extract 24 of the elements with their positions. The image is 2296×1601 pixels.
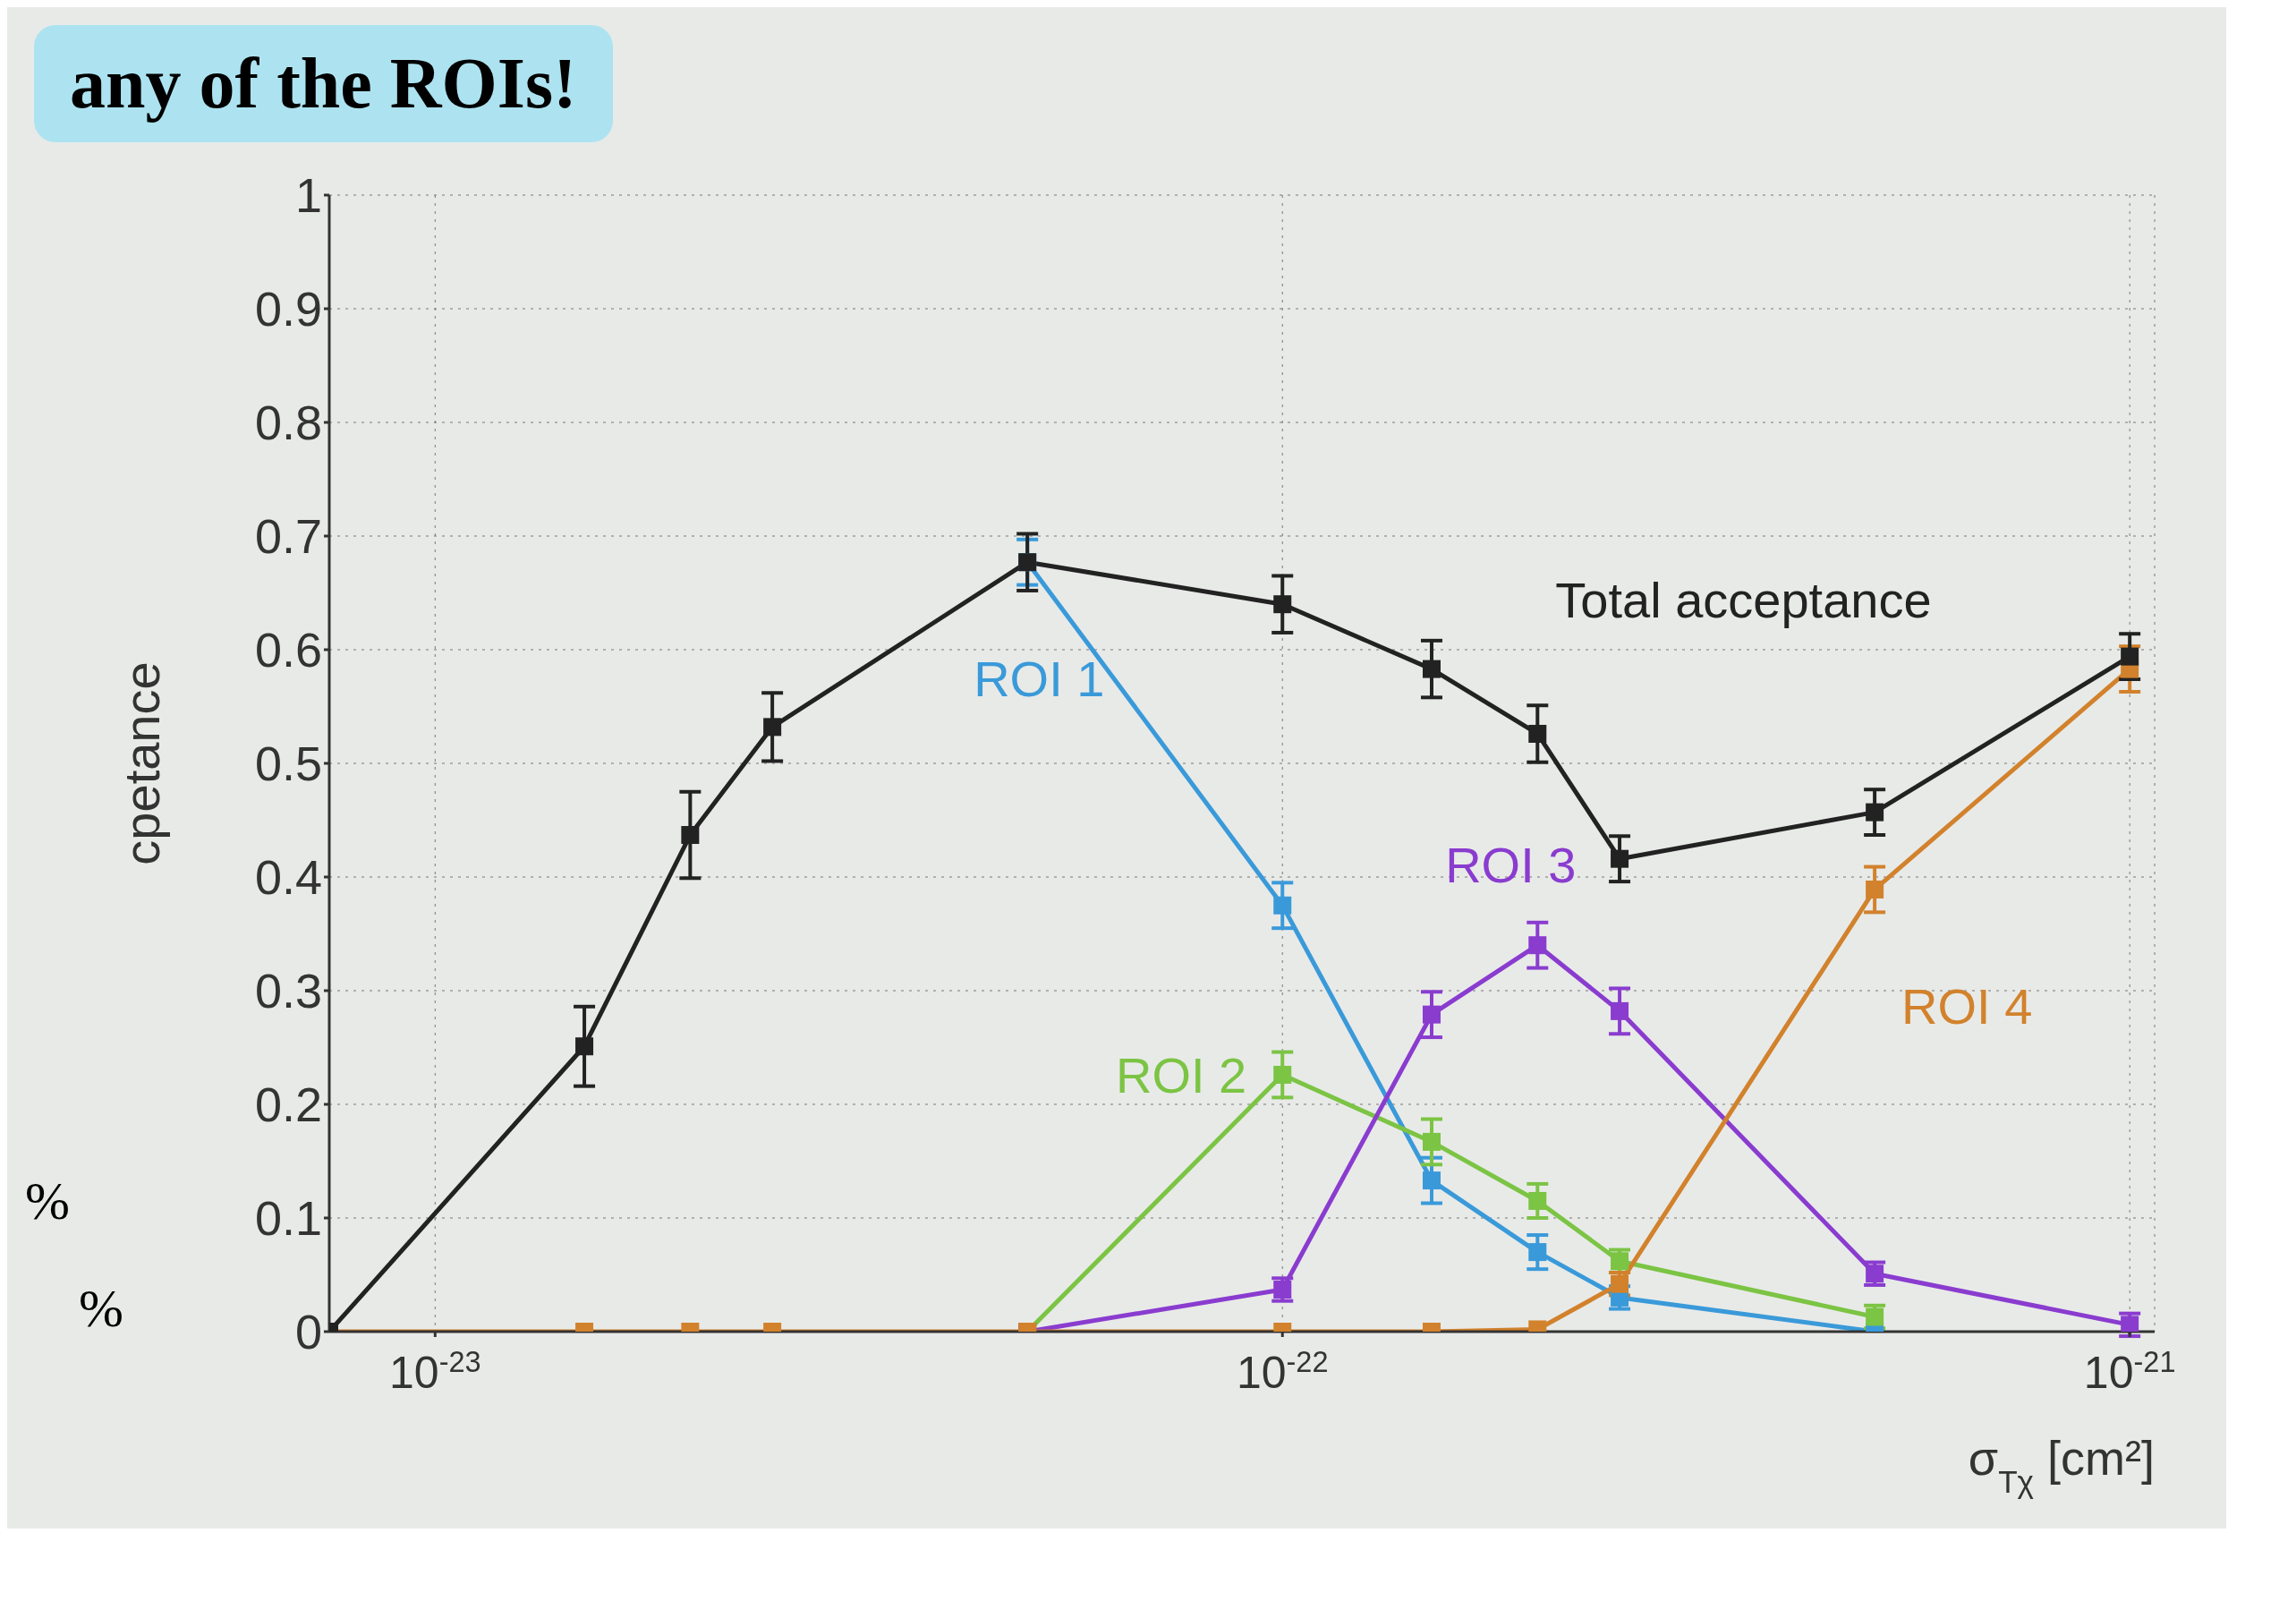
- series-label: ROI 2: [1115, 1046, 1247, 1103]
- series-label: ROI 4: [1901, 977, 2033, 1035]
- y-axis-title: cpetance: [113, 661, 170, 865]
- y-tick-label: 0.1: [254, 1191, 322, 1246]
- y-tick-label: 0.2: [254, 1077, 322, 1132]
- y-tick-label: 0.4: [254, 850, 322, 905]
- x-axis-title: σ$_{Tχ}$ [cm²]: [1968, 1431, 2155, 1499]
- y-tick-label: 0.9: [254, 282, 322, 336]
- y-tick-label: 0.6: [254, 623, 322, 677]
- series-label: ROI 1: [974, 651, 1105, 708]
- y-tick-label: 0.3: [254, 964, 322, 1018]
- x-tick-label: 10$^{-21}$: [2083, 1346, 2176, 1398]
- y-tick-label: 1: [294, 168, 322, 223]
- y-tick-label: 0.7: [254, 509, 322, 564]
- callout-box: any of the ROIs!: [34, 25, 613, 142]
- y-tick-label: 0: [294, 1305, 322, 1359]
- x-tick-label: 10$^{-22}$: [1236, 1346, 1329, 1398]
- x-tick-label: 10$^{-23}$: [389, 1346, 481, 1398]
- y-tick-label: 0.8: [254, 396, 322, 450]
- text: %: [79, 1278, 123, 1340]
- text: %: [25, 1171, 70, 1232]
- y-tick-label: 0.5: [254, 737, 322, 791]
- series-label: ROI 3: [1445, 837, 1577, 894]
- series-label: Total acceptance: [1555, 571, 1932, 628]
